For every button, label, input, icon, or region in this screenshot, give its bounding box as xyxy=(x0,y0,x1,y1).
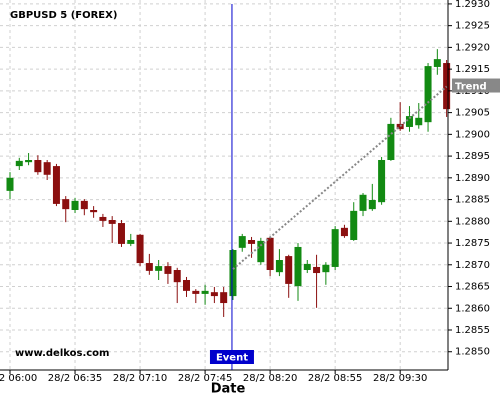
candle-body xyxy=(285,256,293,284)
y-tick-label: 1.2900 xyxy=(455,129,490,140)
candle-body xyxy=(340,227,348,237)
candle-body xyxy=(164,266,172,274)
candle-body xyxy=(396,123,404,130)
x-tick-label: 28/2 09:30 xyxy=(373,373,427,384)
candle-body xyxy=(275,260,283,273)
x-tick-label: 28/2 08:20 xyxy=(243,373,297,384)
event-label-box xyxy=(209,350,254,364)
candle-body xyxy=(90,210,98,213)
candle-body xyxy=(238,236,246,248)
candle-body xyxy=(34,160,42,173)
y-tick-label: 1.2855 xyxy=(455,325,490,336)
candle-body xyxy=(303,263,311,270)
candle-body xyxy=(350,210,358,240)
y-tick-label: 1.2905 xyxy=(455,108,490,119)
candle-body xyxy=(415,117,423,126)
candle-body xyxy=(80,200,88,210)
trend-label: Trend xyxy=(455,82,487,93)
y-tick-label: 1.2925 xyxy=(455,21,490,32)
candle-body xyxy=(294,246,302,287)
trend-line xyxy=(232,85,448,270)
candle-body xyxy=(52,166,60,204)
x-tick-label: 28/2 06:35 xyxy=(48,373,102,384)
candle-body xyxy=(266,237,274,270)
candle-body xyxy=(145,263,153,271)
trend-label-box xyxy=(452,78,500,93)
y-tick-label: 1.2880 xyxy=(455,216,490,227)
y-tick-label: 1.2890 xyxy=(455,173,490,184)
chart-title: GBPUSD 5 (FOREX) xyxy=(10,10,117,21)
candle-body xyxy=(359,194,367,211)
candle-body xyxy=(15,160,23,167)
x-axis-label: Date xyxy=(211,382,246,397)
y-tick-label: 1.2885 xyxy=(455,195,490,206)
candle-body xyxy=(220,292,228,304)
y-tick-label: 1.2860 xyxy=(455,303,490,314)
candle-body xyxy=(331,229,339,267)
candle-body xyxy=(313,266,321,274)
candle-body xyxy=(248,240,256,244)
candle-body xyxy=(192,290,200,294)
candle-body xyxy=(229,250,237,297)
candle-body xyxy=(43,162,51,175)
x-tick-label: 28/2 08:55 xyxy=(308,373,362,384)
candle-body xyxy=(173,270,181,283)
y-tick-label: 1.2895 xyxy=(455,151,490,162)
candle-body xyxy=(117,223,125,244)
candle-body xyxy=(183,280,191,291)
y-tick-label: 1.2850 xyxy=(455,347,490,358)
candle-body xyxy=(136,234,144,264)
candle-body xyxy=(378,160,386,203)
y-tick-label: 1.2865 xyxy=(455,282,490,293)
candle-body xyxy=(71,200,79,210)
candle-body xyxy=(257,240,265,263)
candle-body xyxy=(405,116,413,127)
candle-body xyxy=(99,216,107,221)
y-tick-label: 1.2930 xyxy=(455,0,490,10)
watermark: www.delkos.com xyxy=(15,348,109,359)
candle-body xyxy=(6,177,14,191)
x-tick-label: 28/2 07:45 xyxy=(178,373,232,384)
candle-body xyxy=(387,123,395,160)
x-tick-label: 28/2 06:00 xyxy=(0,373,37,384)
candle-body xyxy=(108,220,116,224)
y-tick-label: 1.2875 xyxy=(455,238,490,249)
event-label: Event xyxy=(216,353,248,364)
y-tick-label: 1.2870 xyxy=(455,260,490,271)
candle-body xyxy=(201,290,209,294)
y-tick-label: 1.2915 xyxy=(455,64,490,75)
candle-body xyxy=(155,266,163,271)
y-tick-label: 1.2920 xyxy=(455,42,490,53)
candle-body xyxy=(25,160,33,163)
candle-body xyxy=(127,240,135,244)
candle-body xyxy=(322,264,330,273)
x-tick-label: 28/2 07:10 xyxy=(113,373,167,384)
candle-body xyxy=(210,292,218,297)
candle-body xyxy=(443,63,451,110)
candle-body xyxy=(368,200,376,210)
candle-body xyxy=(433,59,441,67)
candle-body xyxy=(62,199,70,210)
candle-body xyxy=(424,66,432,123)
